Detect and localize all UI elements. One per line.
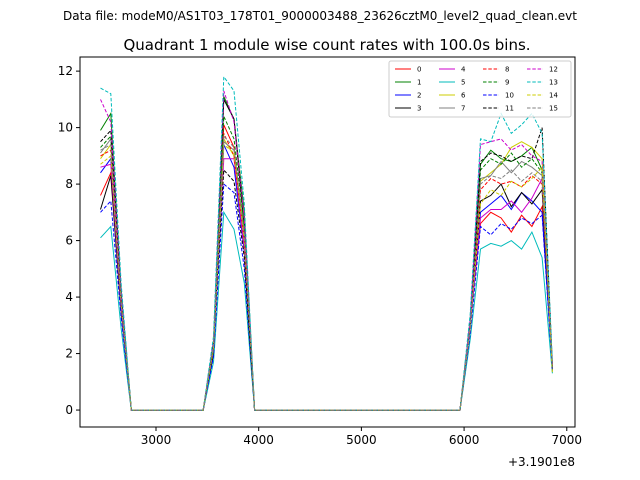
plot-area: [100, 75, 553, 411]
y-tick-label: 0: [65, 403, 73, 417]
axes-frame: [79, 56, 576, 428]
legend-label-4: 4: [461, 66, 466, 74]
figure-suptitle: Data file: modeM0/AS1T03_178T01_90000034…: [63, 9, 577, 23]
legend-label-9: 9: [505, 79, 509, 87]
y-tick-label: 12: [58, 64, 73, 78]
x-tick-label: 3000: [141, 433, 172, 447]
legend-label-3: 3: [417, 105, 421, 113]
legend-label-0: 0: [417, 66, 421, 74]
legend-label-12: 12: [549, 66, 558, 74]
series-line-8: [100, 133, 553, 411]
y-tick-label: 8: [65, 177, 73, 191]
legend-label-14: 14: [549, 92, 558, 100]
x-offset-label: +3.1901e8: [508, 455, 575, 469]
legend-label-2: 2: [417, 92, 421, 100]
legend-label-7: 7: [461, 105, 465, 113]
legend-label-8: 8: [505, 66, 509, 74]
x-axis: 3000 4000 5000 6000 7000: [141, 427, 582, 447]
legend-label-5: 5: [461, 79, 465, 87]
x-tick-label: 6000: [449, 433, 480, 447]
chart-title: Quadrant 1 module wise count rates with …: [123, 36, 530, 54]
x-tick-label: 5000: [346, 433, 377, 447]
series-line-15: [100, 134, 553, 411]
legend-box: [388, 60, 572, 118]
y-tick-label: 10: [58, 121, 73, 135]
legend-label-10: 10: [505, 92, 514, 100]
y-tick-label: 6: [65, 234, 73, 248]
legend-label-6: 6: [461, 92, 466, 100]
y-tick-label: 2: [65, 347, 73, 361]
legend-label-11: 11: [505, 105, 514, 113]
x-tick-label: 4000: [243, 433, 274, 447]
legend-label-15: 15: [549, 105, 558, 113]
legend-label-1: 1: [417, 79, 421, 87]
y-tick-label: 4: [65, 290, 73, 304]
y-axis: 0 2 4 6 8 10 12: [58, 64, 80, 417]
legend-label-13: 13: [549, 79, 558, 87]
x-tick-label: 7000: [552, 433, 583, 447]
